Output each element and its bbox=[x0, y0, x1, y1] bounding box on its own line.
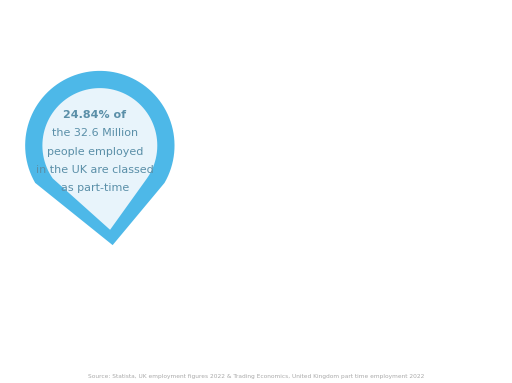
Text: in the UK are classed: in the UK are classed bbox=[36, 165, 154, 175]
Text: people employed: people employed bbox=[47, 147, 143, 157]
Text: Source: Statista, UK employment figures 2022 & Trading Economics, United Kingdom: Source: Statista, UK employment figures … bbox=[88, 373, 424, 379]
PathPatch shape bbox=[25, 71, 175, 245]
Text: 24.84% of: 24.84% of bbox=[63, 110, 126, 120]
Text: the 32.6 Million: the 32.6 Million bbox=[52, 128, 138, 138]
PathPatch shape bbox=[42, 88, 157, 230]
Text: as part-time: as part-time bbox=[60, 183, 129, 193]
